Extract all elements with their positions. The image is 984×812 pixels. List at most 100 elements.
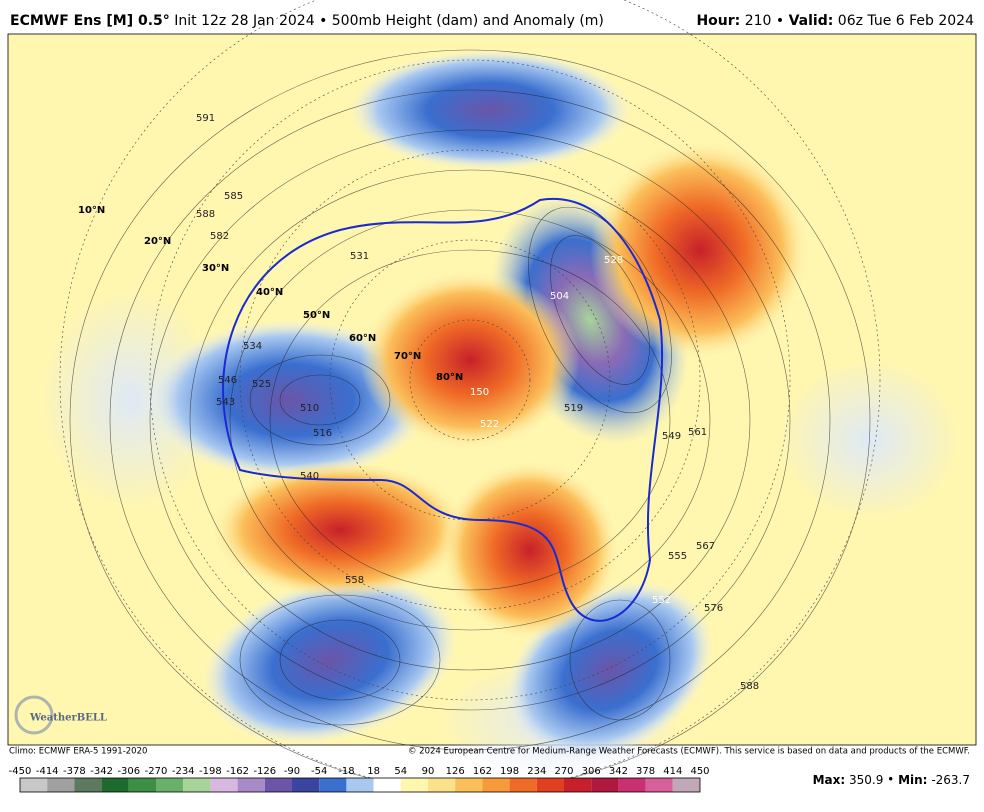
colorbar-tick-label: 54 bbox=[394, 766, 407, 777]
colorbar-tick-label: 270 bbox=[554, 766, 573, 777]
colorbar-tick-label: 450 bbox=[690, 766, 709, 777]
colorbar-tick-label: -414 bbox=[36, 766, 59, 777]
svg-text:ECMWF Ens [M] 0.5° Init 12z 28: ECMWF Ens [M] 0.5° Init 12z 28 Jan 2024 … bbox=[10, 13, 604, 29]
colorbar-segment bbox=[428, 778, 456, 792]
contour-label: 531 bbox=[350, 251, 369, 262]
contour-label: 528 bbox=[604, 255, 623, 266]
colorbar-tick-label: -378 bbox=[63, 766, 86, 777]
colorbar-segment bbox=[536, 778, 564, 792]
colorbar-tick-label: 234 bbox=[527, 766, 546, 777]
colorbar-tick-label: 414 bbox=[663, 766, 682, 777]
lat-label: 70°N bbox=[394, 351, 421, 362]
colorbar-tick-label: 378 bbox=[636, 766, 655, 777]
hour-label: Hour: bbox=[696, 13, 740, 29]
colorbar-segment bbox=[237, 778, 265, 792]
lat-label: 80°N bbox=[436, 372, 463, 383]
contour-label: 561 bbox=[688, 427, 707, 438]
colorbar-tick-label: -18 bbox=[338, 766, 354, 777]
colorbar-tick-label: -342 bbox=[90, 766, 113, 777]
contour-label: 576 bbox=[704, 603, 723, 614]
watermark: WeatherBELL bbox=[29, 713, 107, 724]
contour-label: 546 bbox=[218, 375, 237, 386]
contour-label: 567 bbox=[696, 541, 715, 552]
colorbar-segment bbox=[47, 778, 75, 792]
colorbar-segment bbox=[672, 778, 700, 792]
contour-label: 582 bbox=[210, 231, 229, 242]
colorbar-segment bbox=[400, 778, 428, 792]
map: 10°N 20°N 30°N 40°N 50°N 60°N 70°N 80°N … bbox=[7, 0, 977, 791]
contour-label: 150 bbox=[470, 387, 489, 398]
lat-label: 10°N bbox=[78, 205, 105, 216]
colorbar-tick-label: -450 bbox=[9, 766, 32, 777]
colorbar-tick-label: -234 bbox=[172, 766, 195, 777]
colorbar-segment bbox=[156, 778, 184, 792]
colorbar-segment bbox=[74, 778, 102, 792]
max-label: Max: bbox=[813, 773, 846, 787]
colorbar-segment bbox=[183, 778, 211, 792]
lat-label: 30°N bbox=[202, 263, 229, 274]
contour-label: 522 bbox=[480, 419, 499, 430]
contour-label: 585 bbox=[224, 191, 243, 202]
copyright: © 2024 European Centre for Medium-Range … bbox=[408, 747, 970, 757]
min-label: Min: bbox=[898, 773, 927, 787]
colorbar-tick-label: -54 bbox=[311, 766, 327, 777]
colorbar-segment bbox=[591, 778, 619, 792]
hour: 210 bbox=[745, 13, 772, 29]
lat-label: 40°N bbox=[256, 287, 283, 298]
svg-text:Max: 350.9 • Min: -263.7: Max: 350.9 • Min: -263.7 bbox=[813, 773, 970, 787]
colorbar-tick-label: 306 bbox=[582, 766, 601, 777]
colorbar-tick-label: 126 bbox=[446, 766, 465, 777]
colorbar-segment bbox=[564, 778, 592, 792]
max: 350.9 bbox=[849, 773, 883, 787]
contour-label: 510 bbox=[300, 403, 319, 414]
colorbar-segment bbox=[373, 778, 401, 792]
colorbar-tick-label: 342 bbox=[609, 766, 628, 777]
colorbar-tick-label: -90 bbox=[284, 766, 300, 777]
lat-label: 50°N bbox=[303, 310, 330, 321]
min: -263.7 bbox=[931, 773, 970, 787]
contour-label: 555 bbox=[668, 551, 687, 562]
colorbar-segment bbox=[618, 778, 646, 792]
contour-label: 588 bbox=[740, 681, 759, 692]
contour-label: 549 bbox=[662, 431, 681, 442]
colorbar-frame bbox=[19, 777, 701, 793]
colorbar-segment bbox=[210, 778, 238, 792]
colorbar-segment bbox=[319, 778, 347, 792]
colorbar-segment bbox=[509, 778, 537, 792]
contour-label: 525 bbox=[252, 379, 271, 390]
model: ECMWF Ens [M] 0.5° bbox=[10, 13, 170, 29]
colorbar-segment bbox=[645, 778, 673, 792]
contour-label: 588 bbox=[196, 209, 215, 220]
colorbar-tick-label: -306 bbox=[117, 766, 140, 777]
contour-label: 519 bbox=[564, 403, 583, 414]
colorbar-segment bbox=[482, 778, 510, 792]
contour-label: 534 bbox=[243, 341, 262, 352]
contour-label: 552 bbox=[652, 595, 671, 606]
colorbar-segment bbox=[264, 778, 292, 792]
valid: 06z Tue 6 Feb 2024 bbox=[838, 13, 974, 29]
contour-label: 558 bbox=[345, 575, 364, 586]
colorbar-segment bbox=[101, 778, 129, 792]
colorbar-tick-label: -162 bbox=[226, 766, 249, 777]
colorbar-segment bbox=[128, 778, 156, 792]
sep: • bbox=[776, 13, 784, 29]
colorbar-tick-label: 18 bbox=[367, 766, 380, 777]
colorbar-tick-label: -126 bbox=[253, 766, 276, 777]
colorbar-segment bbox=[455, 778, 483, 792]
init: Init 12z 28 Jan 2024 • 500mb Height (dam… bbox=[174, 13, 604, 29]
svg-text:Hour: 210 • Valid: 06z Tue 6 F: Hour: 210 • Valid: 06z Tue 6 Feb 2024 bbox=[696, 13, 974, 29]
colorbar-tick-label: -198 bbox=[199, 766, 222, 777]
contour-label: 540 bbox=[300, 471, 319, 482]
colorbar-segment bbox=[346, 778, 374, 792]
colorbar: -450 -414 -378 -342 -306 -270 -234 -198 -162 -126… bbox=[9, 766, 710, 793]
colorbar-segment bbox=[20, 778, 48, 792]
lat-label: 20°N bbox=[144, 236, 171, 247]
contour-label: 516 bbox=[313, 428, 332, 439]
colorbar-tick-label: -270 bbox=[145, 766, 168, 777]
contour-label: 543 bbox=[216, 397, 235, 408]
colorbar-segment bbox=[292, 778, 320, 792]
colorbar-tick-label: 198 bbox=[500, 766, 519, 777]
lat-label: 60°N bbox=[349, 333, 376, 344]
colorbar-tick-label: 90 bbox=[422, 766, 435, 777]
contour-label: 504 bbox=[550, 291, 569, 302]
